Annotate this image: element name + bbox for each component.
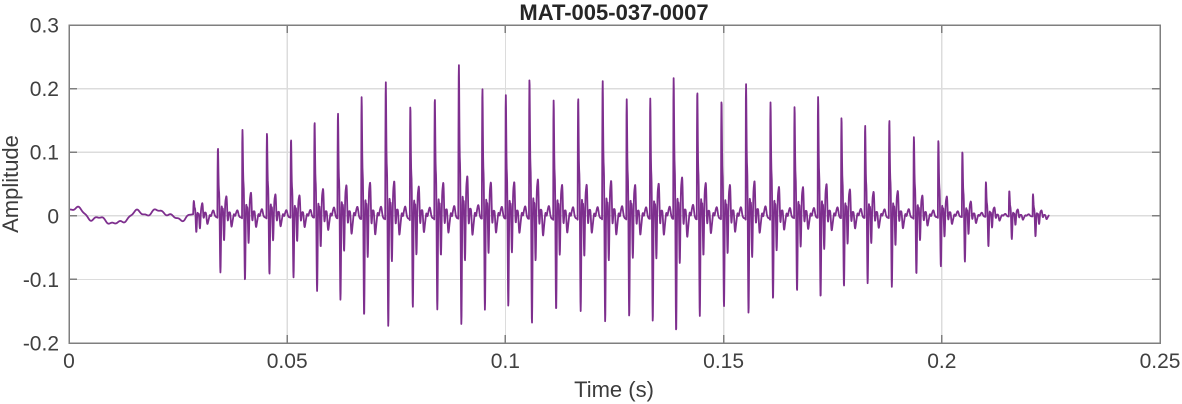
y-tick-label: 0.2	[30, 78, 59, 101]
data-layer	[69, 64, 1050, 331]
waveform-trace	[69, 64, 1050, 331]
y-tick-label: -0.1	[23, 269, 59, 292]
x-tick-label: 0.05	[267, 350, 308, 373]
y-axis-label: Amplitude	[0, 135, 23, 233]
y-tick-label: -0.2	[23, 333, 59, 356]
y-tick-label: 0.3	[30, 15, 59, 38]
x-axis-label: Time (s)	[574, 377, 654, 402]
x-tick-label: 0.1	[491, 350, 520, 373]
grid-layer	[69, 25, 1160, 343]
y-tick-label: 0.1	[30, 142, 59, 165]
x-tick-label: 0.25	[1140, 350, 1181, 373]
x-tick-label: 0	[63, 350, 75, 373]
x-tick-label: 0.15	[703, 350, 744, 373]
axes-layer	[68, 24, 1161, 344]
tick-labels-layer: 0 0.05 0.1 0.15 0.2 0.25 -0.2 -0.1 0 0.1 0.2 0.3	[23, 15, 1181, 374]
y-tick-label: 0	[47, 205, 59, 228]
chart-title: MAT-005-037-0007	[519, 0, 708, 25]
plot-border	[68, 24, 1161, 344]
x-tick-label: 0.2	[927, 350, 956, 373]
